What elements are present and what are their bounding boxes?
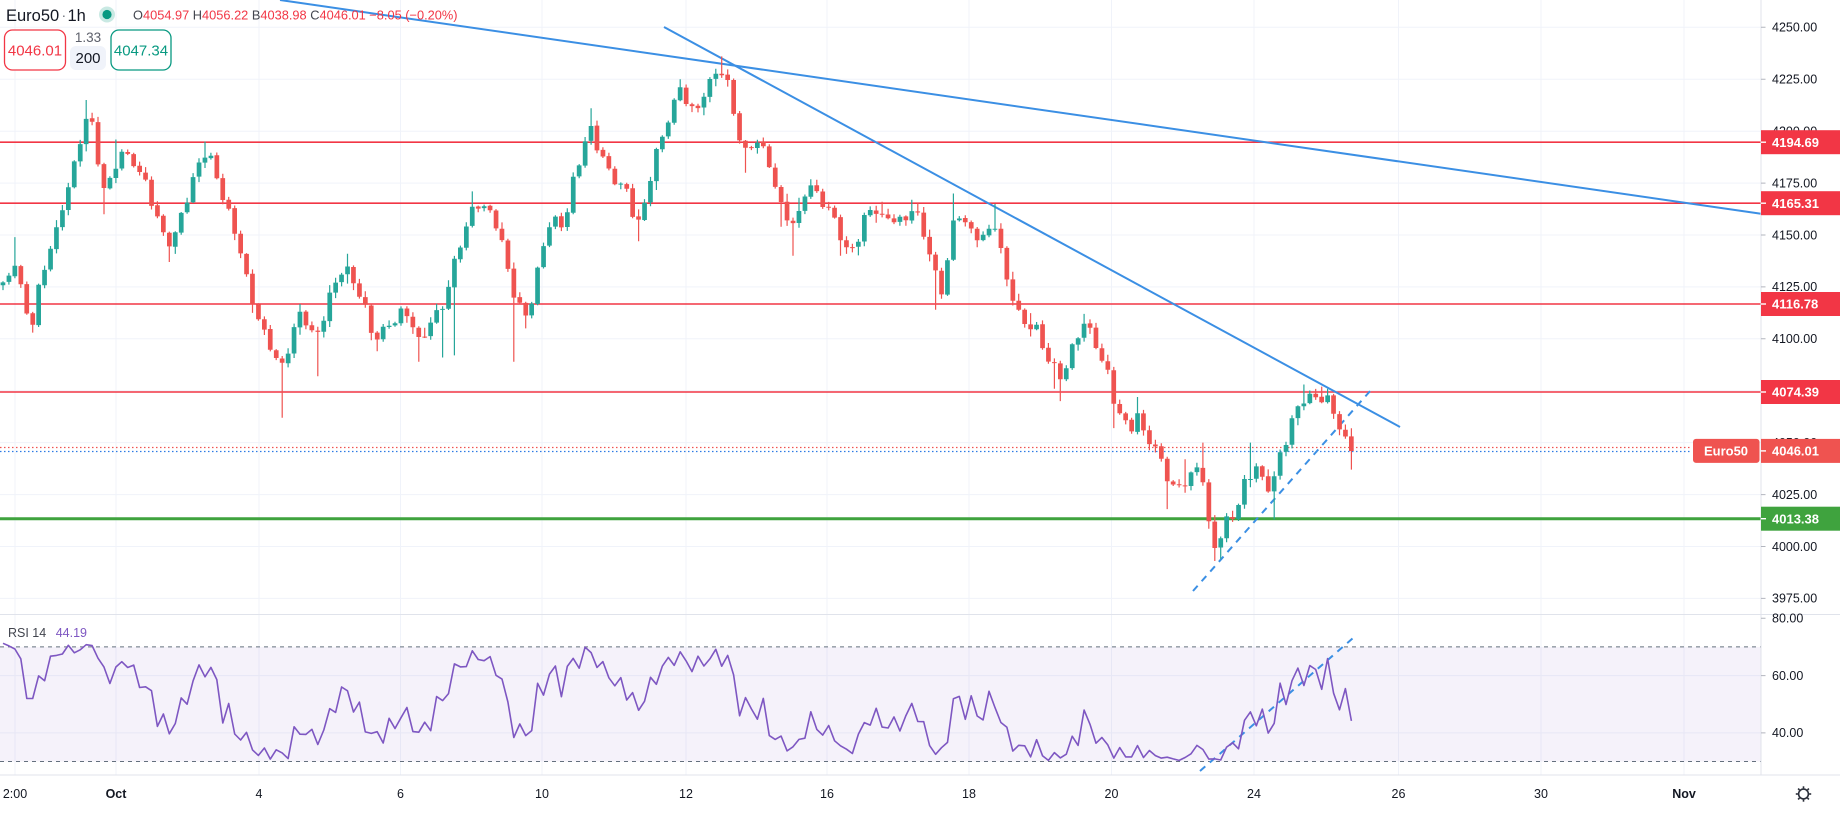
svg-text:4047.34: 4047.34 (114, 43, 168, 60)
svg-text:4100.00: 4100.00 (1772, 332, 1817, 346)
svg-text:4194.69: 4194.69 (1772, 135, 1819, 150)
svg-text:200: 200 (75, 50, 100, 67)
svg-text:60.00: 60.00 (1772, 669, 1803, 683)
svg-text:RSI 14 44.19: RSI 14 44.19 (8, 626, 87, 640)
svg-text:1.33: 1.33 (75, 30, 101, 45)
svg-text:Euro50: Euro50 (6, 7, 59, 25)
svg-text:4250.00: 4250.00 (1772, 21, 1817, 35)
svg-text:4013.38: 4013.38 (1772, 511, 1819, 526)
svg-text:·: · (62, 7, 67, 23)
svg-text:4165.31: 4165.31 (1772, 196, 1819, 211)
svg-text:O4054.97 H4056.22 B4038.98 C40: O4054.97 H4056.22 B4038.98 C4046.01 −8.0… (133, 8, 458, 23)
svg-text:3975.00: 3975.00 (1772, 592, 1817, 606)
svg-text:4000.00: 4000.00 (1772, 540, 1817, 554)
svg-text:24: 24 (1247, 787, 1261, 801)
svg-text:6: 6 (397, 787, 404, 801)
svg-text:4074.39: 4074.39 (1772, 385, 1819, 400)
svg-text:Euro50: Euro50 (1704, 444, 1748, 459)
svg-text:26: 26 (1392, 787, 1406, 801)
svg-text:4116.78: 4116.78 (1772, 297, 1818, 312)
svg-text:4025.00: 4025.00 (1772, 488, 1817, 502)
svg-text:4046.01: 4046.01 (8, 43, 62, 60)
svg-text:1h: 1h (68, 7, 86, 25)
svg-text:Oct: Oct (106, 787, 128, 801)
svg-text:2:00: 2:00 (3, 787, 27, 801)
svg-text:4: 4 (256, 787, 263, 801)
svg-text:10: 10 (535, 787, 549, 801)
svg-text:Nov: Nov (1672, 787, 1696, 801)
svg-text:80.00: 80.00 (1772, 612, 1803, 626)
svg-text:12: 12 (679, 787, 693, 801)
svg-text:20: 20 (1105, 787, 1119, 801)
svg-text:30: 30 (1534, 787, 1548, 801)
svg-text:40.00: 40.00 (1772, 726, 1803, 740)
svg-text:4125.00: 4125.00 (1772, 280, 1817, 294)
svg-text:16: 16 (820, 787, 834, 801)
svg-text:4225.00: 4225.00 (1772, 73, 1817, 87)
svg-text:4175.00: 4175.00 (1772, 176, 1817, 190)
svg-text:4046.01: 4046.01 (1772, 444, 1819, 459)
svg-text:4150.00: 4150.00 (1772, 228, 1817, 242)
svg-text:18: 18 (962, 787, 976, 801)
